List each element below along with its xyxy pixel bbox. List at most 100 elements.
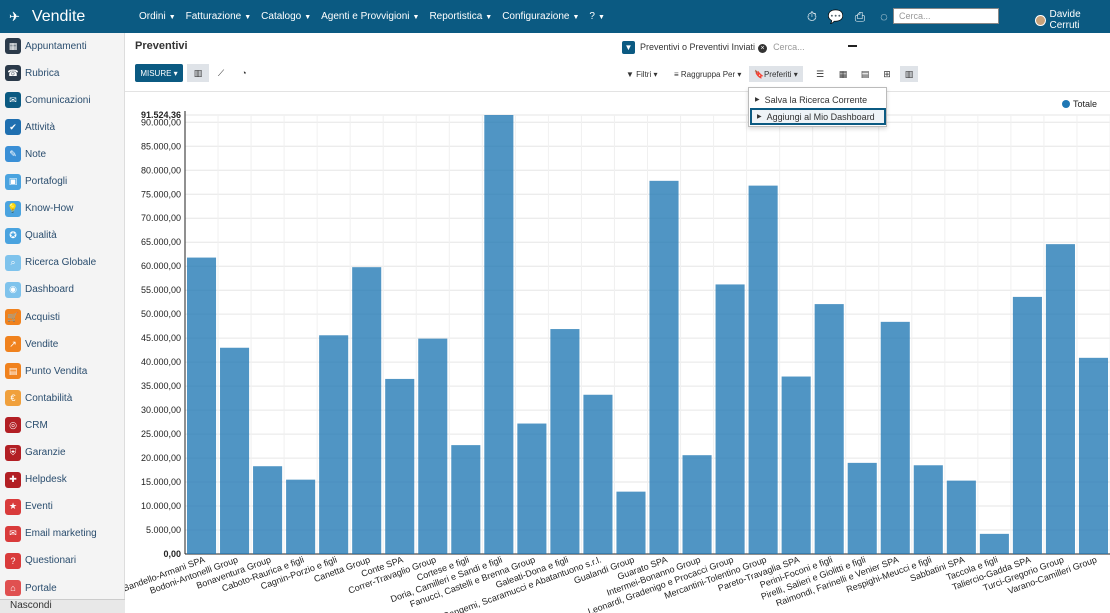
y-tick-label: 55.000,00 — [141, 285, 181, 295]
sidebar-item[interactable]: ☎ Rubrica — [5, 63, 59, 83]
print-icon[interactable]: ⎙ — [854, 8, 866, 24]
calendar-view-icon[interactable]: ▤ — [860, 68, 870, 79]
group-by-button[interactable]: ≡ Raggruppa Per ▾ — [674, 69, 742, 79]
sidebar-item-label: Email marketing — [25, 528, 97, 540]
global-search-input[interactable]: Cerca... — [893, 8, 999, 24]
sidebar-item[interactable]: ✉ Email marketing — [5, 524, 97, 544]
menu-help[interactable]: ? ▼ — [589, 11, 605, 22]
quality-icon: ✪ — [5, 227, 21, 244]
bar — [781, 376, 811, 554]
measures-button[interactable]: MISURE ▾ — [135, 64, 183, 82]
y-tick-label: 30.000,00 — [141, 405, 181, 415]
sidebar-item[interactable]: ⌂ Portale — [5, 578, 57, 598]
bar — [748, 185, 778, 554]
calendar-icon: ▦ — [5, 38, 21, 54]
y-tick-label: 10.000,00 — [141, 501, 181, 511]
sidebar-item[interactable]: 🛒 Acquisti — [5, 307, 60, 327]
menu-fatturazione[interactable]: Fatturazione ▼ — [185, 11, 252, 22]
sidebar-item[interactable]: ✪ Qualità — [5, 226, 57, 246]
shop-icon: ▤ — [5, 363, 21, 380]
sidebar-item[interactable]: ▦ Appuntamenti — [5, 36, 87, 56]
sidebar-hide-button[interactable]: Nascondi — [0, 599, 125, 613]
sidebar-item[interactable]: € Contabilità — [5, 388, 72, 408]
menu-reportistica[interactable]: Reportistica ▼ — [429, 11, 493, 22]
collapse-icon[interactable] — [848, 45, 857, 47]
sidebar-item[interactable]: ↗ Vendite — [5, 334, 58, 354]
chart-legend: Totale — [1062, 99, 1097, 109]
sidebar-item[interactable]: ◎ CRM — [5, 415, 48, 435]
chat-icon[interactable]: 💬 — [827, 8, 845, 24]
y-tick-label: 60.000,00 — [141, 261, 181, 271]
menu-catalogo[interactable]: Catalogo ▼ — [261, 11, 312, 22]
bar — [319, 335, 349, 554]
sidebar-item[interactable]: ⌕ Ricerca Globale — [5, 253, 96, 273]
y-tick-label: 80.000,00 — [141, 165, 181, 175]
favorites-dropdown: ▶ Salva la Ricerca Corrente ▶ Aggiungi al … — [748, 87, 887, 127]
sidebar-item[interactable]: ? Questionari — [5, 551, 76, 571]
sidebar-item[interactable]: ✎ Note — [5, 144, 46, 164]
sidebar-item-label: Note — [25, 148, 47, 160]
bar — [186, 257, 217, 554]
caret-right-icon: ▶ — [757, 114, 762, 120]
cart-icon: 🛒 — [5, 309, 21, 325]
loading-icon: ◌ — [880, 9, 888, 24]
pivot-view-icon[interactable]: ⊞ — [883, 68, 891, 79]
survey-icon: ? — [5, 552, 21, 569]
bar — [517, 423, 547, 554]
filters-button[interactable]: ▼ Filtri ▾ — [626, 69, 658, 79]
sidebar-item-label: Ricerca Globale — [25, 257, 97, 269]
bar — [946, 480, 976, 554]
menu-agenti[interactable]: Agenti e Provvigioni ▼ — [321, 11, 420, 22]
sidebar-item-label: Comunicazioni — [25, 94, 91, 106]
sidebar-item[interactable]: ✔ Attività — [5, 117, 55, 137]
remove-facet-icon[interactable]: × — [758, 43, 768, 53]
bar — [979, 533, 1009, 554]
caret-down-icon: ▼ — [572, 14, 580, 21]
page-title: Preventivi — [135, 40, 188, 52]
sidebar-item[interactable]: 💡 Know-How — [5, 199, 73, 219]
bar — [715, 284, 745, 554]
favorites-button[interactable]: 🔖 Preferiti ▾ — [749, 66, 803, 82]
sidebar-item-label: Rubrica — [25, 67, 60, 79]
sidebar-item-label: Appuntamenti — [25, 40, 87, 52]
sidebar-item-label: Portafogli — [25, 176, 68, 187]
note-icon: ✎ — [5, 146, 21, 163]
kanban-view-icon[interactable]: ▦ — [838, 68, 848, 79]
app-brand[interactable]: ✈ Vendite — [0, 8, 125, 26]
line-chart-mode-button[interactable]: ⟋ — [217, 67, 225, 78]
list-view-icon[interactable]: ☰ — [815, 68, 825, 79]
caret-down-icon: ▼ — [597, 14, 605, 21]
sidebar-item[interactable]: ✚ Helpdesk — [5, 470, 67, 490]
sidebar-item[interactable]: ★ Eventi — [5, 497, 53, 517]
search-input[interactable]: Cerca... — [773, 42, 805, 52]
y-tick-label: 15.000,00 — [141, 477, 181, 487]
sidebar-item[interactable]: ▤ Punto Vendita — [5, 361, 87, 381]
user-menu[interactable]: Davide Cerruti — [1035, 9, 1110, 31]
bar — [418, 338, 448, 554]
pie-chart-mode-button[interactable]: ◔ — [241, 68, 247, 78]
menu-ordini[interactable]: Ordini ▼ — [139, 11, 176, 22]
sidebar-item[interactable]: ✉ Comunicazioni — [5, 90, 91, 110]
timer-icon[interactable]: ⏱ — [806, 8, 818, 24]
y-tick-label: 25.000,00 — [141, 429, 181, 439]
sidebar-item[interactable]: ▣ Portafogli — [5, 172, 67, 192]
y-tick-label: 75.000,00 — [141, 189, 181, 199]
bar — [1012, 296, 1042, 554]
sidebar-item[interactable]: ◉ Dashboard — [5, 280, 74, 300]
y-tick-label: 45.000,00 — [141, 333, 181, 343]
bar — [1078, 357, 1109, 554]
sidebar-item[interactable]: ⛨ Garanzie — [5, 443, 66, 463]
bar — [286, 479, 316, 554]
bar — [847, 462, 877, 554]
sidebar-item-label: Portale — [25, 582, 57, 594]
bar-chart-mode-button[interactable]: ▥ — [187, 64, 209, 82]
add-to-dashboard-item[interactable]: ▶ Aggiungi al Mio Dashboard — [750, 108, 886, 125]
bar — [352, 267, 382, 554]
menu-configurazione[interactable]: Configurazione ▼ — [502, 11, 580, 22]
graph-view-icon[interactable]: ▥ — [900, 66, 918, 82]
caret-down-icon: ▼ — [304, 14, 312, 21]
event-icon: ★ — [5, 498, 21, 515]
y-tick-label: 35.000,00 — [141, 381, 181, 391]
divider — [125, 91, 1110, 92]
save-current-search-item[interactable]: ▶ Salva la Ricerca Corrente — [755, 94, 868, 105]
